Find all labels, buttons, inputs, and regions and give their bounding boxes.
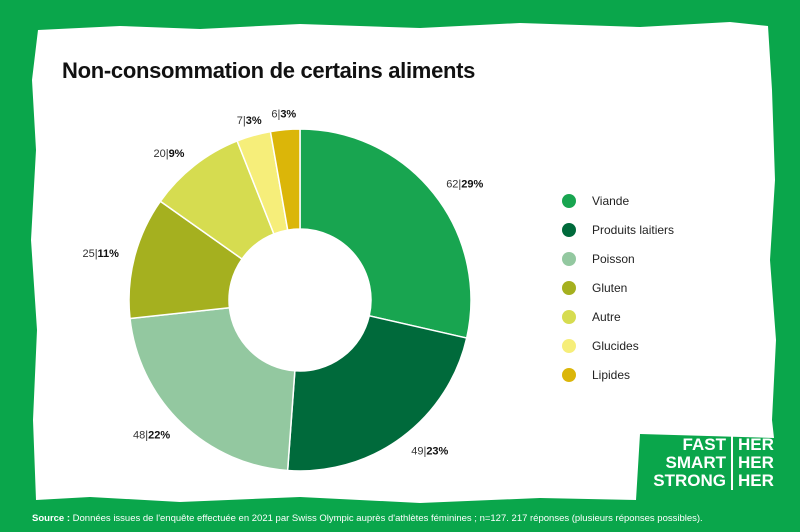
slice-poisson bbox=[129, 306, 296, 472]
slice-label: 49|23% bbox=[411, 445, 448, 457]
legend-swatch bbox=[562, 338, 576, 353]
source-label: Source : bbox=[32, 513, 71, 524]
legend-item: Lipides bbox=[562, 360, 674, 389]
legend-swatch bbox=[562, 309, 576, 324]
slice-viande bbox=[299, 128, 472, 339]
source-note: Source : Données issues de l'enquête eff… bbox=[32, 513, 703, 524]
slice-percent: 23% bbox=[426, 445, 448, 457]
donut-chart bbox=[128, 128, 472, 472]
legend-item: Glucides bbox=[562, 331, 674, 360]
brand-word: HER bbox=[738, 453, 774, 472]
slice-label: 20|9% bbox=[153, 148, 184, 160]
legend-swatch bbox=[562, 193, 576, 208]
slice-labels: 62|29%49|23%48|22%25|11%20|9%7|3%6|3% bbox=[82, 109, 483, 458]
legend-label: Gluten bbox=[592, 280, 628, 295]
slice-percent: 3% bbox=[246, 115, 262, 127]
legend-item: Viande bbox=[562, 186, 674, 215]
legend-label: Autre bbox=[592, 309, 621, 324]
brand-word: FAST bbox=[640, 436, 733, 454]
slice-label: 25|11% bbox=[82, 248, 119, 260]
legend-item: Produits laitiers bbox=[562, 215, 674, 244]
slice-percent: 29% bbox=[461, 178, 483, 190]
legend-swatch bbox=[562, 367, 576, 382]
chart-title: Non-consommation de certains aliments bbox=[62, 58, 476, 83]
slice-label: 62|29% bbox=[446, 178, 483, 190]
legend-swatch bbox=[562, 251, 576, 266]
slice-percent: 11% bbox=[98, 248, 120, 260]
source-text: Données issues de l'enquête effectuée en… bbox=[72, 513, 703, 524]
slice-percent: 3% bbox=[280, 109, 296, 121]
slice-lipides bbox=[269, 128, 301, 231]
brand-word: HER bbox=[738, 435, 774, 454]
brand-word: STRONG bbox=[640, 472, 733, 490]
legend-swatch bbox=[562, 222, 576, 237]
slice-label: 48|22% bbox=[133, 430, 170, 442]
slice-count: 49| bbox=[411, 445, 426, 457]
legend-item: Gluten bbox=[562, 273, 674, 302]
legend-item: Autre bbox=[562, 302, 674, 331]
slice-produits-laitiers bbox=[286, 314, 468, 472]
legend-label: Lipides bbox=[592, 367, 631, 382]
brand-word: SMART bbox=[640, 454, 733, 472]
slice-count: 25| bbox=[82, 248, 97, 260]
brand-logo: FAST HER SMART HER STRONG HER bbox=[640, 436, 774, 490]
legend-swatch bbox=[562, 280, 576, 295]
slice-count: 7| bbox=[237, 115, 246, 127]
legend-label: Poisson bbox=[592, 251, 635, 266]
slice-count: 20| bbox=[153, 148, 168, 160]
legend: Viande Produits laitiers Poisson Gluten Autr… bbox=[562, 186, 674, 389]
slice-count: 6| bbox=[271, 109, 280, 121]
legend-item: Poisson bbox=[562, 244, 674, 273]
slice-percent: 22% bbox=[148, 430, 170, 442]
slice-percent: 9% bbox=[169, 148, 185, 160]
legend-label: Viande bbox=[592, 193, 630, 208]
slice-label: 6|3% bbox=[271, 109, 296, 121]
slice-label: 7|3% bbox=[237, 115, 262, 127]
slice-count: 48| bbox=[133, 430, 148, 442]
legend-label: Produits laitiers bbox=[592, 222, 675, 237]
slice-count: 62| bbox=[446, 178, 461, 190]
brand-word: HER bbox=[738, 471, 774, 490]
legend-label: Glucides bbox=[592, 338, 639, 353]
